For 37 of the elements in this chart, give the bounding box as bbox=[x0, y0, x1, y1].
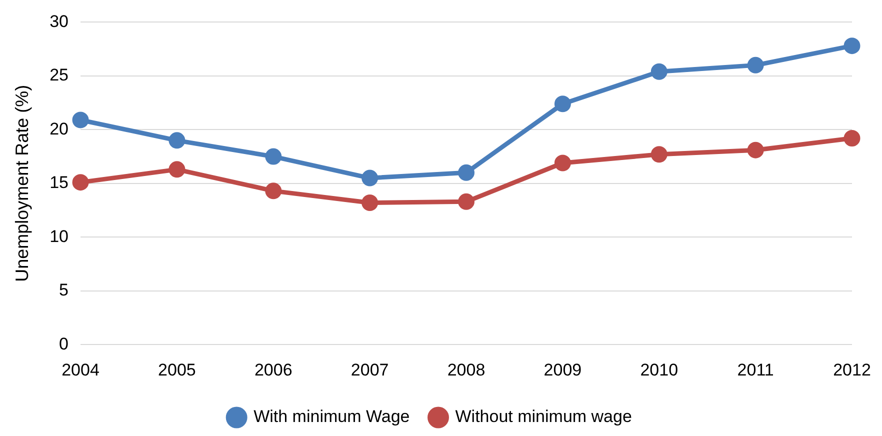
point bbox=[362, 170, 378, 186]
point bbox=[265, 182, 282, 200]
point bbox=[362, 194, 378, 211]
point bbox=[844, 130, 860, 147]
x-tick-label: 2010 bbox=[640, 360, 678, 380]
y-tick-label: 20 bbox=[50, 119, 69, 138]
y-tick-label: 5 bbox=[59, 280, 69, 300]
point bbox=[72, 174, 89, 191]
point bbox=[747, 142, 764, 158]
legend-label: With minimum Wage bbox=[254, 407, 410, 426]
point bbox=[458, 164, 475, 181]
y-tick-label: 25 bbox=[50, 66, 69, 85]
y-axis-title: Unemployment Rate (%) bbox=[12, 84, 32, 282]
x-tick-label: 2005 bbox=[158, 360, 196, 380]
legend-label: Without minimum wage bbox=[455, 407, 632, 426]
point bbox=[458, 193, 475, 210]
x-tick-label: 2009 bbox=[544, 360, 582, 380]
x-tick-label: 2012 bbox=[833, 360, 871, 380]
point bbox=[265, 148, 282, 165]
point bbox=[844, 38, 860, 54]
y-tick-label: 0 bbox=[59, 334, 69, 354]
y-tick-label: 15 bbox=[50, 173, 69, 192]
point bbox=[650, 146, 668, 163]
y-tick-label: 10 bbox=[50, 226, 69, 246]
point bbox=[168, 161, 186, 178]
point bbox=[72, 112, 89, 128]
point bbox=[650, 63, 668, 80]
point bbox=[168, 132, 186, 149]
point bbox=[554, 96, 571, 112]
x-tick-label: 2011 bbox=[737, 360, 774, 380]
x-tick-label: 2004 bbox=[62, 360, 100, 380]
x-tick-label: 2007 bbox=[350, 360, 389, 380]
x-tick-label: 2008 bbox=[447, 360, 486, 380]
y-tick-label: 30 bbox=[50, 12, 69, 31]
x-tick-label: 2006 bbox=[254, 360, 292, 380]
point bbox=[747, 56, 764, 74]
point bbox=[554, 154, 571, 172]
